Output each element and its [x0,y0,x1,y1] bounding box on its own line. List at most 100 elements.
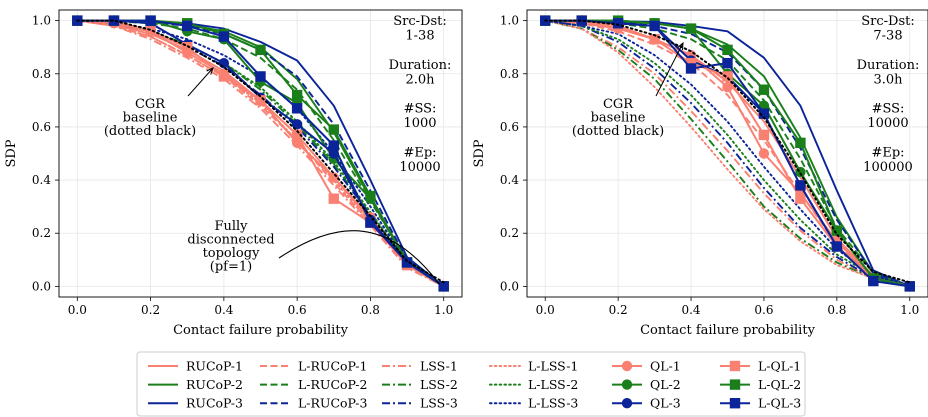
y-tick-label: 1.0 [500,14,519,28]
legend-label: QL-1 [650,359,681,374]
y-tick-label: 0.0 [500,279,519,293]
x-tick-label: 0.8 [361,303,380,317]
series-point-L-QL-3 [365,217,376,228]
series-point-L-QL-1 [328,193,339,204]
series-point-L-QL-1 [795,193,806,204]
right-chart-panel: 0.0 0.2 0.4 0.6 0.8 1.0 0.0 0.2 0.4 0.6 0.8 1.0 Cont… [472,9,928,338]
baseline-note-line: (dotted black) [104,124,196,139]
annotation-line: 10000 [867,116,908,131]
series-point-L-QL-2 [328,124,339,135]
y-tick-label: 0.8 [32,67,51,81]
legend-swatch-marker [729,360,741,372]
series-point-L-QL-1 [218,71,230,82]
baseline-arrow-shaft [187,67,214,97]
series-point-L-QL-3 [795,180,806,191]
series-point-L-QL-3 [576,15,587,26]
legend-label: L-LSS-2 [528,377,578,392]
annotation-line: 1000 [403,116,436,131]
legend-swatch-marker [621,398,633,409]
annotation-line: 7-38 [873,29,902,44]
series-point-L-QL-3 [612,18,624,29]
annotation-line: 2.0h [405,72,435,87]
series-point-L-QL-2 [365,190,376,202]
baseline-arrow-head [677,41,684,51]
legend-label: LSS-1 [420,359,458,374]
series-point-L-QL-1 [255,95,266,106]
series-point-L-QL-3 [255,71,266,82]
topology-note-line: disconnected [187,233,274,248]
series-point-L-QL-2 [291,89,303,101]
x-tick-label: 1.0 [434,303,453,317]
legend-label: L-QL-2 [758,377,801,392]
annotation-line: Duration: [857,58,920,73]
x-tick-label: 0.6 [754,303,773,317]
cgr-baseline-line [76,19,445,284]
series-point-L-QL-3 [868,275,879,287]
series-point-L-QL-3 [218,31,230,42]
baseline-note-line: CGR [135,97,166,112]
series-point-L-QL-3 [685,63,697,74]
annotation-line: #Ep: [871,145,904,160]
legend-label: L-RUCoP-1 [298,359,367,374]
x-tick-label: 0.6 [288,303,307,317]
annotation-line: 10000 [399,160,440,175]
series-point-L-QL-3 [649,20,660,32]
y-tick-label: 0.0 [32,279,51,293]
series-point-L-QL-3 [438,281,449,292]
topology-note-line: topology [203,246,261,261]
series-line-LSS-1 [544,19,911,288]
legend-swatch-marker [621,360,633,372]
series-point-L-QL-3 [145,15,156,26]
series-point-QL-1 [758,148,770,159]
axes-frame [526,9,928,298]
y-tick-label: 0.6 [500,120,519,134]
annotation-line: #SS: [404,102,437,117]
legend-label: RUCoP-2 [186,377,243,392]
x-tick-label: 0.2 [141,303,160,317]
legend-label: RUCoP-3 [186,396,243,411]
y-axis-label: SDP [4,139,19,167]
baseline-arrow-shaft [655,42,684,97]
baseline-note-line: baseline [591,111,646,126]
y-tick-label: 0.4 [500,173,519,187]
series-point-L-QL-3 [758,108,770,119]
series-group [540,15,915,292]
series-point-L-QL-2 [758,84,770,95]
y-axis-label: SDP [472,139,487,167]
series-line-LSS-2 [544,19,911,288]
series-point-L-QL-1 [722,71,733,82]
x-tick-label: 0.0 [68,303,87,317]
annotation-line: Duration: [389,58,452,73]
legend-label: L-RUCoP-2 [298,377,367,392]
x-tick-label: 0.0 [536,303,555,317]
topology-connector-curve [278,230,441,285]
y-tick-label: 0.6 [32,120,51,134]
series-point-L-QL-2 [722,44,733,56]
series-point-L-QL-1 [685,57,697,69]
x-axis-label: Contact failure probability [173,323,349,338]
series-line-L-LSS-1 [544,19,911,288]
left-chart-panel: 0.0 0.2 0.4 0.6 0.8 1.0 0.0 0.2 0.4 0.6 0.8 1.0 Cont… [4,9,463,338]
annotation-line: 3.0h [873,72,903,87]
annotation-line: 1-38 [405,29,434,44]
series-point-QL-2 [795,166,806,178]
legend-label: L-RUCoP-3 [298,396,368,411]
legend-frame [136,351,806,417]
y-tick-label: 0.2 [500,226,519,240]
legend-label: L-LSS-3 [528,396,578,411]
series-line-L-RUCoP-3 [545,19,911,288]
legend-label: LSS-2 [420,377,458,392]
legend-label: QL-2 [650,377,681,392]
series-point-QL-3 [218,57,230,69]
x-tick-label: 0.2 [609,303,628,317]
series-point-L-QL-3 [328,140,339,151]
series-point-QL-1 [328,172,339,183]
legend-label: RUCoP-1 [186,359,243,374]
axes-frame [58,9,463,298]
y-tick-label: 0.2 [32,226,51,240]
cgr-baseline-line [544,19,911,284]
legend-label: QL-3 [650,396,681,411]
legend-label: LSS-3 [420,396,458,411]
series-point-L-QL-1 [182,42,193,53]
annotation-line: Src-Dst: [861,14,915,29]
